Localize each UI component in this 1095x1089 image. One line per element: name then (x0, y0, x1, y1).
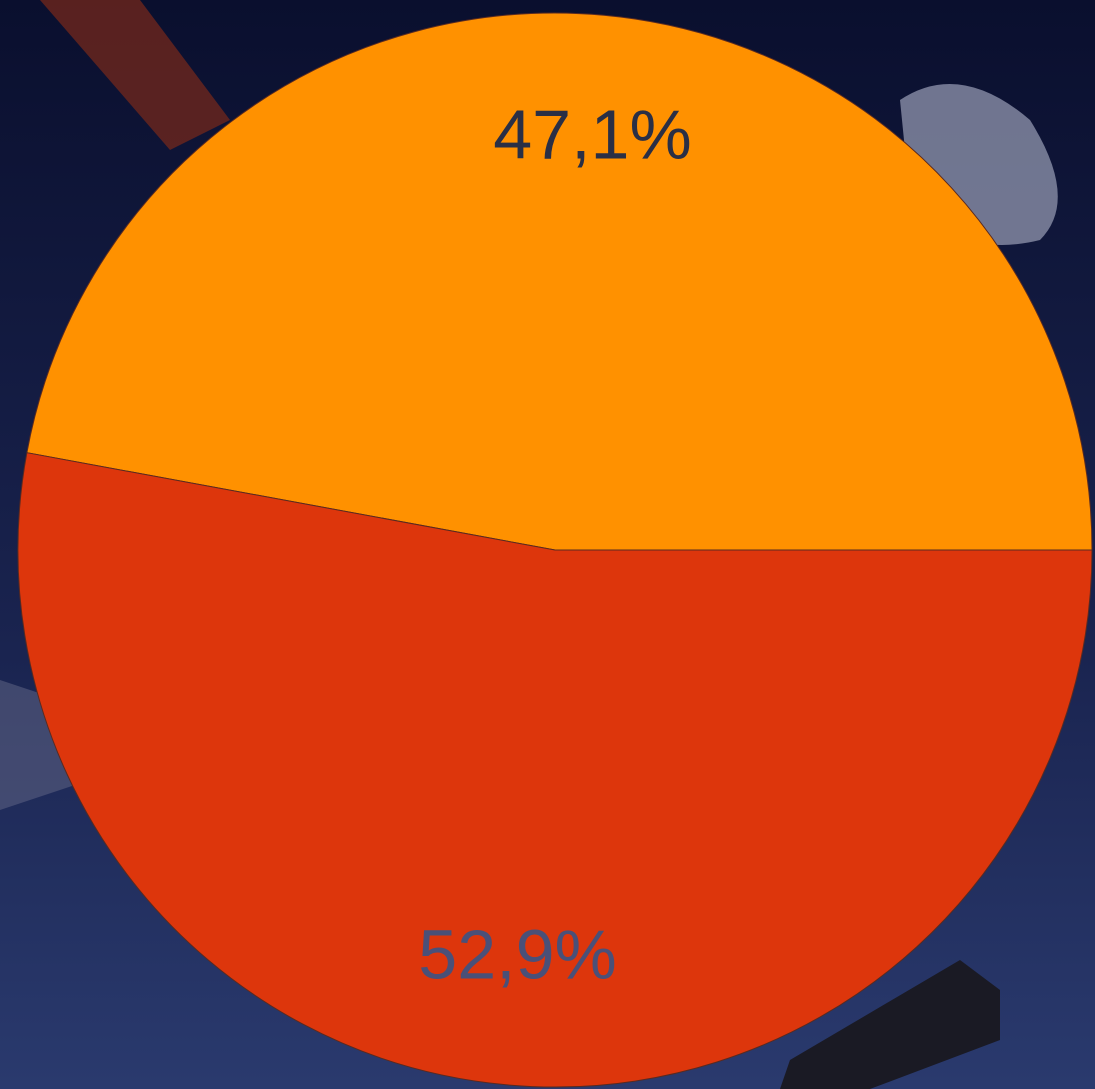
background-shape (40, 0, 230, 150)
data-label: 47,1% (493, 95, 691, 173)
pie-slice (26, 12, 1093, 551)
pie-slice (17, 452, 1093, 1088)
data-label: 52,9% (418, 916, 616, 994)
background-shape (780, 960, 1000, 1089)
background-shape (0, 680, 90, 810)
pie: 47,1% 52,9% (17, 12, 1093, 1088)
